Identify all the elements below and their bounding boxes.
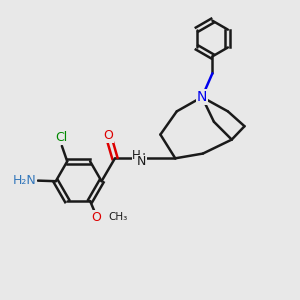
Text: H: H bbox=[137, 152, 146, 165]
Text: Cl: Cl bbox=[56, 131, 68, 144]
Text: O: O bbox=[103, 129, 113, 142]
Text: H₂N: H₂N bbox=[13, 174, 37, 187]
Text: O: O bbox=[92, 211, 102, 224]
Text: CH₃: CH₃ bbox=[108, 212, 127, 222]
Text: H: H bbox=[132, 148, 141, 162]
Text: N: N bbox=[137, 155, 146, 168]
Text: N: N bbox=[197, 90, 207, 104]
